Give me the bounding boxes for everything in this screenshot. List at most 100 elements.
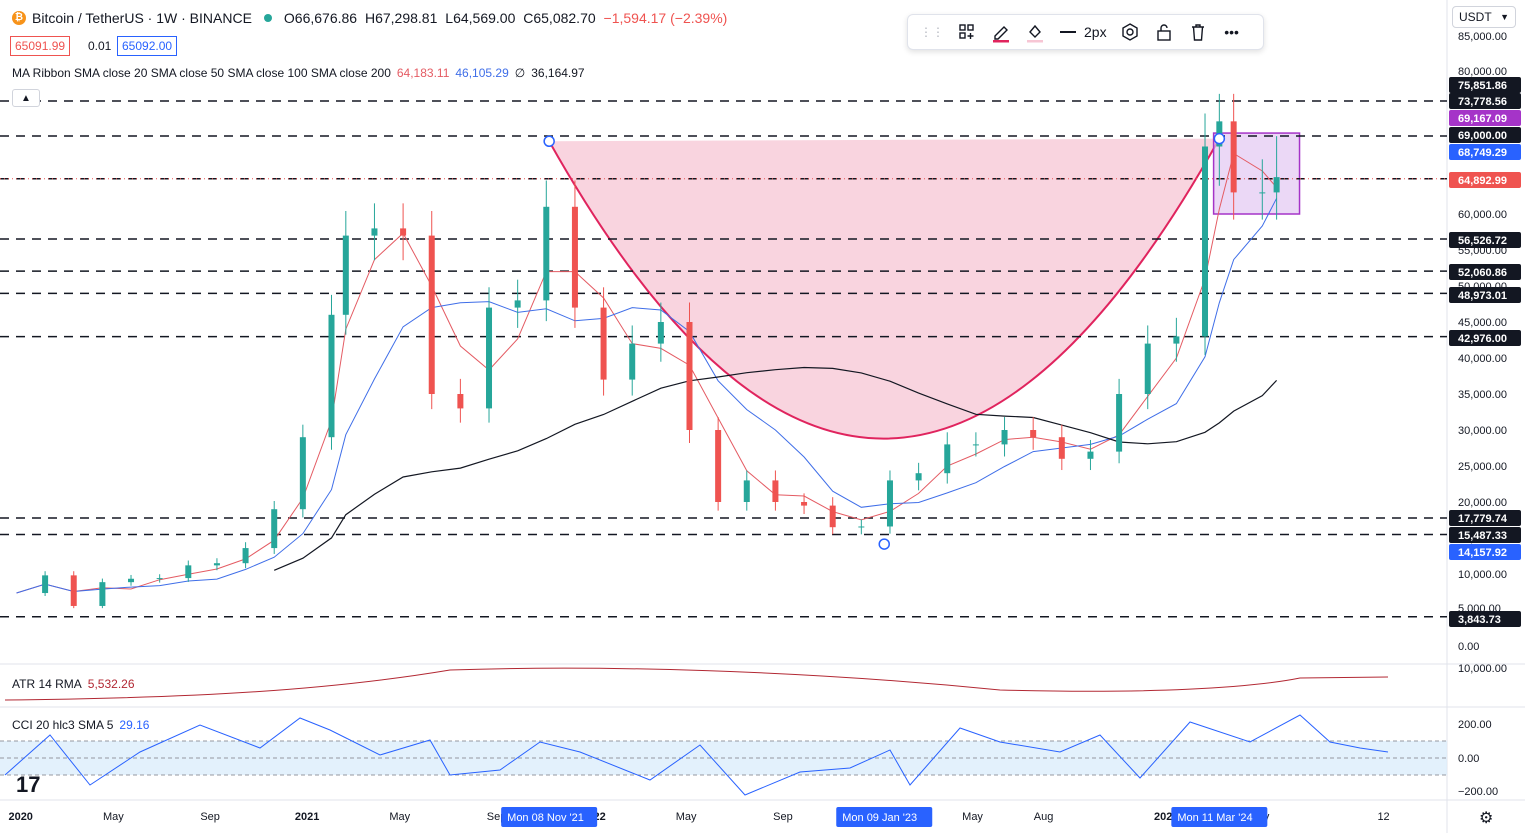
currency-label: USDT	[1459, 10, 1492, 24]
level-price-label: 3,843.73	[1458, 614, 1501, 626]
time-tick-label: Sep	[773, 811, 793, 823]
candle-body	[1259, 192, 1266, 194]
candle-body	[858, 526, 865, 528]
consolidation-box	[1212, 132, 1301, 215]
close-value: C65,082.70	[523, 10, 596, 26]
highlight-date-box	[836, 807, 933, 827]
more-icon[interactable]: •••	[1224, 24, 1239, 40]
candle-body	[514, 300, 521, 308]
candle-body	[1116, 394, 1123, 452]
fill-icon[interactable]	[1020, 18, 1050, 46]
anchor-handle	[543, 135, 555, 147]
atr-label: ATR 14 RMA	[12, 677, 82, 691]
cup-curve	[548, 138, 1221, 440]
level-price-label: 75,851.86	[1458, 80, 1507, 92]
lock-icon[interactable]	[1149, 18, 1179, 46]
candle-body	[772, 480, 779, 502]
time-tick-label: May	[962, 811, 983, 823]
level-price-label: 15,487.33	[1458, 530, 1507, 542]
level-price-label-box	[1449, 127, 1521, 143]
time-tick-label: May	[103, 811, 124, 823]
collapse-legend-button[interactable]: ▲	[12, 89, 40, 107]
level-price-label: 42,976.00	[1458, 333, 1507, 345]
tradingview-logo-icon[interactable]: 17	[16, 772, 41, 797]
candle-body	[944, 444, 951, 474]
candle-body	[886, 480, 893, 527]
open-value: O66,676.86	[283, 10, 358, 26]
symbol-legend[interactable]: ₿ Bitcoin / TetherUS · 1W · BINANCE O66,…	[12, 10, 731, 26]
symbol-title[interactable]: Bitcoin / TetherUS · 1W · BINANCE	[32, 10, 252, 26]
time-tick-label: Sep	[200, 811, 220, 823]
candle-body	[371, 228, 378, 236]
price-tick-label: 60,000.00	[1458, 209, 1507, 221]
price-tick-label: 20,000.00	[1458, 497, 1507, 509]
trash-icon[interactable]	[1183, 18, 1213, 46]
cci-line	[4, 714, 1389, 796]
level-price-label: 69,000.00	[1458, 130, 1507, 142]
level-price-label-box	[1449, 527, 1521, 543]
level-price-label-box	[1449, 172, 1521, 188]
atr-legend[interactable]: ATR 14 RMA 5,532.26	[12, 677, 135, 691]
price-tick-label: 25,000.00	[1458, 461, 1507, 473]
candle-body	[915, 473, 922, 481]
candle-body	[328, 314, 335, 438]
level-price-label-box	[1449, 77, 1521, 93]
candle-body	[972, 444, 979, 446]
candle-body	[457, 394, 464, 409]
candle-body	[1173, 336, 1180, 344]
bitcoin-logo-icon: ₿	[12, 11, 26, 25]
time-tick-label: 2021	[295, 811, 319, 823]
candle-body	[543, 206, 550, 301]
candle-body	[1001, 430, 1008, 445]
cci-tick-label: 200.00	[1458, 719, 1492, 731]
level-price-label: 69,167.09	[1458, 113, 1507, 125]
candle-body	[271, 509, 278, 549]
spread-value: 0.01	[88, 39, 112, 53]
highlight-date-label: Mon 09 Jan '23	[842, 812, 917, 824]
candle-body	[70, 575, 77, 606]
candle-body	[242, 548, 249, 564]
pencil-icon[interactable]	[986, 18, 1016, 46]
highlight-date-box	[1171, 807, 1268, 827]
level-price-label: 52,060.86	[1458, 267, 1507, 279]
candle-body	[99, 582, 106, 606]
candle-body	[743, 480, 750, 502]
level-price-label: 73,778.56	[1458, 96, 1507, 108]
currency-select[interactable]: USDT ▼	[1452, 6, 1516, 28]
level-price-label-box	[1449, 287, 1521, 303]
sma50-value: 46,105.29	[455, 66, 509, 80]
chevron-down-icon: ▼	[1500, 12, 1509, 22]
grid-icon[interactable]	[952, 18, 982, 46]
drag-handle-icon[interactable]: ⋮⋮	[920, 25, 944, 39]
candle-body	[342, 235, 349, 315]
highlight-date-label: Mon 08 Nov '21	[507, 812, 584, 824]
atr-value: 5,532.26	[87, 677, 135, 691]
atr-line	[4, 667, 1389, 701]
level-price-label: 64,892.99	[1458, 175, 1507, 187]
candle-body	[686, 322, 693, 430]
level-price-label: 17,779.74	[1458, 513, 1508, 525]
settings-icon[interactable]	[1115, 18, 1145, 46]
sma200-line	[273, 366, 1278, 571]
ma-ribbon-legend[interactable]: MA Ribbon SMA close 20 SMA close 50 SMA …	[12, 66, 585, 80]
cci-legend[interactable]: CCI 20 hlc3 SMA 5 29.16	[12, 718, 149, 732]
sell-price-button[interactable]: 65091.99	[10, 36, 71, 56]
highlight-date-label: Mon 11 Mar '24	[1177, 812, 1252, 824]
candle-body	[657, 322, 664, 344]
low-value: L64,569.00	[445, 10, 516, 26]
gear-icon[interactable]: ⚙	[1479, 810, 1494, 827]
level-price-label: 14,157.92	[1458, 547, 1507, 559]
line-width-icon[interactable]: 2px	[1054, 18, 1111, 46]
candle-body	[715, 430, 722, 502]
price-tick-label: 30,000.00	[1458, 425, 1507, 437]
time-tick-label: Aug	[1034, 811, 1054, 823]
plot-background	[0, 0, 1447, 833]
drawing-toolbar[interactable]: ⋮⋮ 2px •••	[907, 14, 1264, 50]
candle-body	[1273, 177, 1280, 193]
buy-price-button[interactable]: 65092.00	[117, 36, 178, 56]
sma200-value: 36,164.97	[531, 66, 585, 80]
candle-body	[801, 502, 808, 506]
candle-body	[571, 206, 578, 308]
atr-tick-label: 10,000.00	[1458, 663, 1507, 675]
